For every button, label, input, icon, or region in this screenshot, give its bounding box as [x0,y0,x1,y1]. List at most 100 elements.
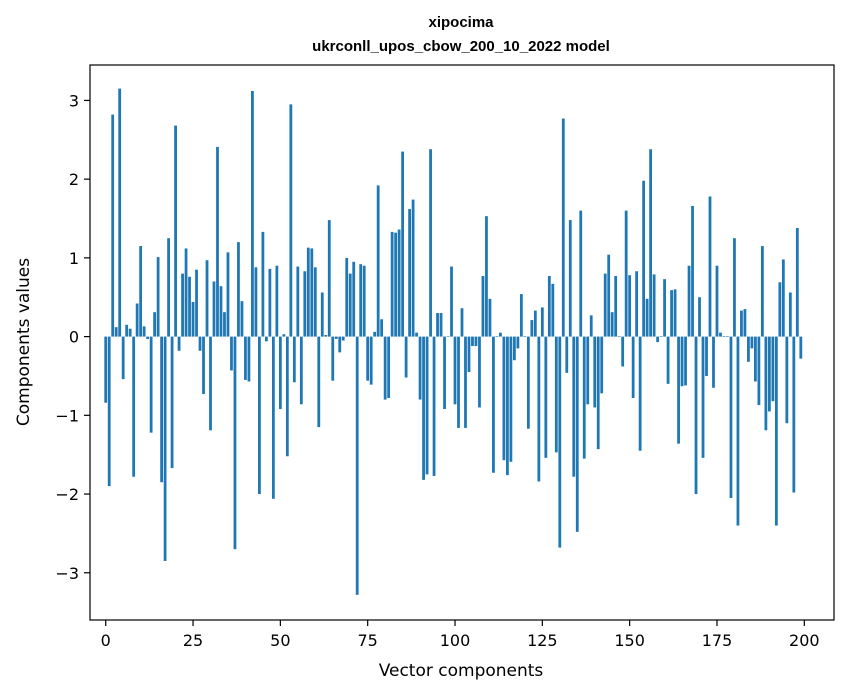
bar [743,309,747,337]
bar [258,336,261,495]
bar [757,336,761,406]
bar [663,279,666,337]
bar [289,104,293,337]
x-axis-label: Vector components [379,661,544,681]
bar [572,336,576,477]
bar [530,320,534,337]
bar [614,275,618,337]
bar [265,336,268,342]
bar [747,336,750,362]
bar [282,334,286,337]
bar [324,335,328,337]
bar [603,273,607,337]
bar [677,336,680,444]
bar [271,336,275,499]
bar [488,298,492,337]
bar [244,336,247,380]
bar [691,205,694,337]
bar [799,336,803,359]
bar [586,336,590,405]
bar [278,336,282,410]
bar [317,336,321,428]
bar [607,254,611,337]
bar [638,336,642,451]
bar [684,336,687,386]
bar [610,312,614,337]
bar [467,336,471,373]
y-tick-label: 2 [69,170,79,189]
bar [705,336,708,376]
bar [628,275,632,337]
bar [237,242,240,337]
bar [202,336,205,395]
bar [299,336,303,405]
bar [439,312,443,337]
bar [153,312,157,337]
bar [519,294,523,337]
bar [163,336,167,561]
bar [348,273,352,337]
bar [547,275,551,337]
bar [645,298,649,337]
chart-subtitle: ukrconll_upos_cbow_200_10_2022 model [312,38,610,55]
bar [788,292,792,337]
bar [701,336,705,458]
bar [729,336,733,498]
bar [722,336,726,337]
x-tick-label: 125 [527,631,558,650]
x-tick-label: 50 [270,631,290,650]
bar [680,336,684,387]
bar [118,88,122,337]
bar [761,246,764,337]
bar [373,331,377,337]
bar [422,336,425,480]
bar [128,328,132,337]
bar [551,283,555,337]
y-tick-label: 0 [69,328,79,347]
bar [659,336,663,337]
bar [352,261,356,337]
y-tick-label: −3 [55,564,79,583]
bar [471,336,474,347]
bar [540,307,544,337]
bar [394,232,398,337]
bar [778,282,782,337]
bar [415,332,418,337]
bar [310,248,314,337]
bar [418,336,422,400]
bar [453,336,457,405]
bar [341,336,345,341]
bar [460,308,464,337]
x-tick-label: 150 [614,631,645,650]
bar [198,336,202,351]
bar [275,265,279,337]
bar [230,336,233,371]
x-tick-label: 200 [789,631,820,650]
bar [139,246,143,337]
bar [754,336,757,382]
bar [670,290,673,337]
bar [191,301,195,337]
bar [408,209,411,337]
bar [719,332,722,337]
bar [223,312,226,337]
bar [104,336,108,403]
bar [652,274,656,337]
bar [533,310,537,337]
bar [450,266,453,337]
bar [785,336,789,424]
bar [771,336,775,402]
y-tick-label: 3 [69,91,79,110]
bar [781,259,785,337]
bar [114,327,118,337]
bar [411,199,415,337]
bar [285,336,289,457]
bar [226,252,230,337]
bar [111,114,115,337]
bar [331,336,335,381]
bar [708,196,712,337]
bar [516,336,520,349]
bar [474,336,478,347]
bar [740,310,743,337]
bar [142,326,146,337]
